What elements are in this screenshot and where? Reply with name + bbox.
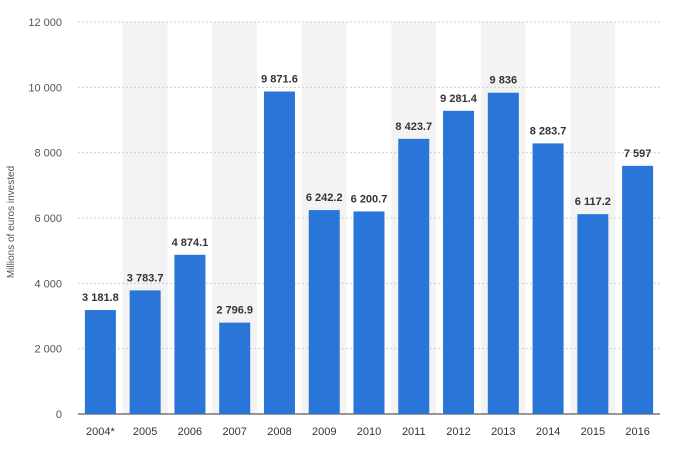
x-tick-label: 2015 — [581, 426, 605, 438]
x-tick-label: 2009 — [312, 426, 336, 438]
bar — [84, 310, 116, 414]
bar — [353, 211, 385, 414]
bar — [622, 165, 654, 414]
x-tick-label: 2006 — [178, 426, 202, 438]
y-tick-label: 4 000 — [34, 278, 62, 290]
bar — [308, 210, 340, 414]
y-tick-label: 6 000 — [34, 213, 62, 225]
bar — [443, 110, 475, 414]
bar — [129, 290, 161, 414]
data-label: 6 117.2 — [575, 196, 611, 208]
data-label: 2 796.9 — [216, 305, 253, 317]
bar — [487, 92, 519, 414]
x-tick-label: 2012 — [446, 426, 470, 438]
bar — [174, 254, 206, 414]
x-tick-label: 2004* — [86, 426, 115, 438]
bar — [219, 322, 251, 414]
x-tick-label: 2016 — [625, 426, 649, 438]
x-tick-label: 2007 — [222, 426, 246, 438]
data-label: 7 597 — [624, 148, 652, 160]
y-tick-label: 0 — [56, 409, 62, 421]
x-tick-label: 2011 — [402, 426, 426, 438]
y-tick-label: 10 000 — [28, 82, 62, 94]
x-tick-label: 2014 — [536, 426, 560, 438]
bar — [532, 143, 564, 414]
data-label: 9 281.4 — [440, 93, 478, 105]
x-tick-label: 2013 — [491, 426, 515, 438]
y-tick-label: 8 000 — [34, 148, 62, 160]
bar — [398, 138, 430, 414]
y-axis-title: Millions of euros invested — [6, 166, 17, 278]
x-tick-label: 2008 — [267, 426, 291, 438]
data-label: 3 783.7 — [127, 272, 164, 284]
x-tick-label: 2005 — [133, 426, 157, 438]
data-label: 9 836 — [490, 75, 518, 87]
x-tick-label: 2010 — [357, 426, 381, 438]
data-label: 6 200.7 — [351, 193, 388, 205]
data-label: 3 181.8 — [82, 292, 119, 304]
data-label: 8 283.7 — [530, 125, 567, 137]
bar — [263, 91, 295, 414]
data-label: 9 871.6 — [261, 74, 298, 86]
y-tick-label: 2 000 — [34, 344, 62, 356]
data-label: 6 242.2 — [306, 192, 343, 204]
data-label: 8 423.7 — [395, 121, 432, 133]
y-tick-label: 12 000 — [28, 17, 62, 29]
bar — [577, 214, 609, 414]
data-label: 4 874.1 — [172, 237, 209, 249]
